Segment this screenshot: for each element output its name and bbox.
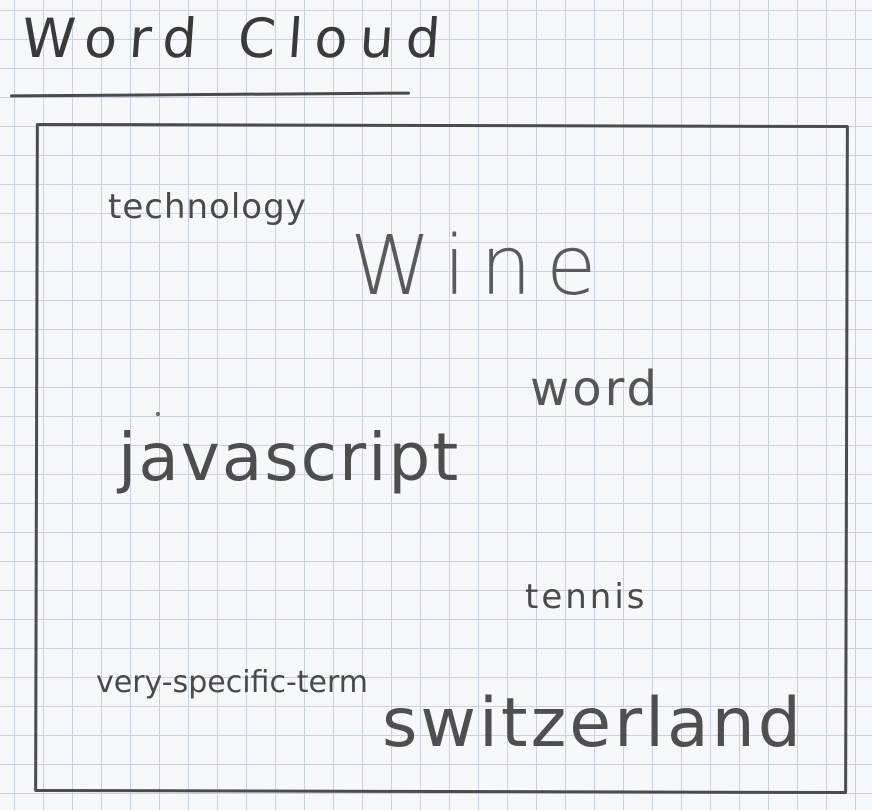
- word-wine: Wine: [350, 219, 611, 314]
- title-underline: [9, 91, 411, 98]
- page-title: Word Cloud: [19, 7, 455, 70]
- word-technology: technology: [108, 187, 307, 227]
- word-javascript: javascript: [118, 419, 461, 496]
- word-tennis: tennis: [525, 577, 648, 617]
- word-word: word: [530, 361, 660, 417]
- pencil-dot: [156, 412, 160, 416]
- word-very-specific-term: very-specific-term: [96, 665, 369, 700]
- word-switzerland: switzerland: [382, 684, 804, 763]
